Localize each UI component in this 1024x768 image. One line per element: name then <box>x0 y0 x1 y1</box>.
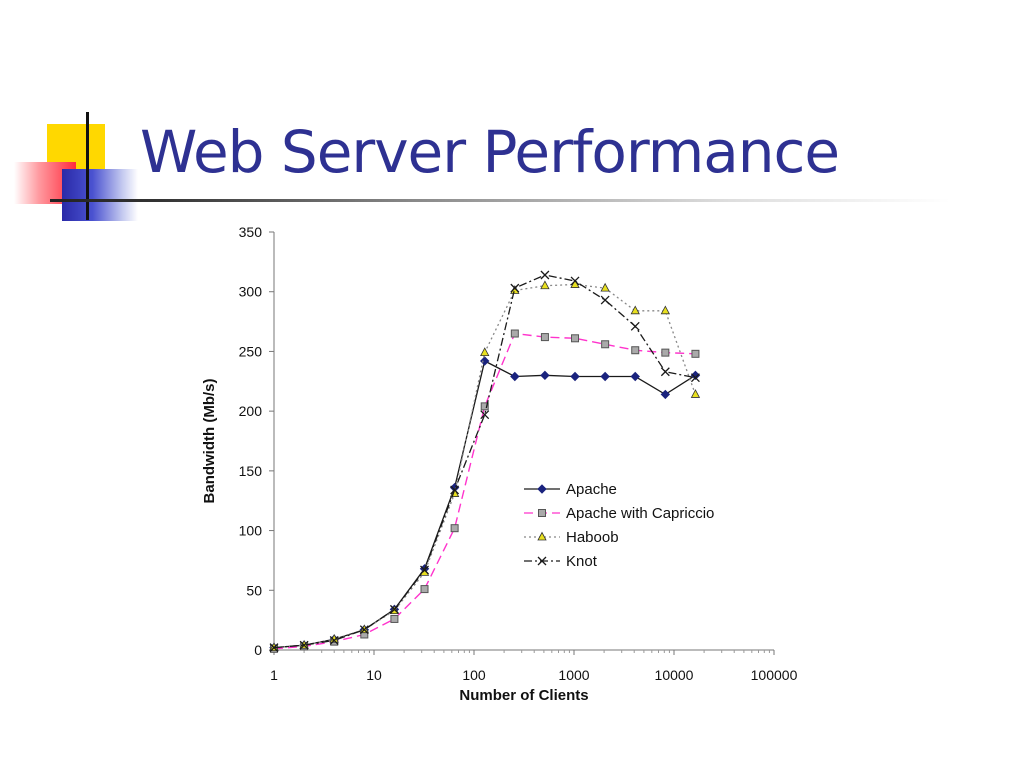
legend-entry: Haboob <box>524 529 619 546</box>
data-point <box>630 321 640 331</box>
data-point <box>420 565 429 575</box>
data-point <box>660 305 671 315</box>
legend-label: Haboob <box>566 529 619 546</box>
data-point <box>571 334 580 343</box>
data-point <box>661 348 670 357</box>
data-point <box>299 640 309 650</box>
data-point <box>269 643 279 653</box>
series-apache-with-capriccio <box>270 329 700 653</box>
data-point <box>450 524 459 533</box>
title-underline <box>50 199 950 202</box>
data-point <box>420 585 429 594</box>
legend-entry: Apache <box>524 481 617 498</box>
y-tick-label: 350 <box>239 224 263 240</box>
data-point <box>480 347 490 357</box>
data-point <box>630 371 640 382</box>
data-point <box>480 410 490 420</box>
x-tick-label: 1 <box>270 667 278 683</box>
data-point <box>600 371 610 382</box>
data-point <box>600 295 610 305</box>
bandwidth-chart: 0 50 100 150 200 250 300 350 1 10 100 1000 10000 1000… <box>201 224 798 704</box>
data-point <box>510 283 520 293</box>
data-point <box>389 604 399 614</box>
series-haboob <box>269 279 701 652</box>
x-tick-label: 100000 <box>751 667 798 683</box>
y-tick-label: 200 <box>239 403 263 419</box>
data-point <box>600 282 610 292</box>
y-tick-label: 250 <box>239 343 263 359</box>
legend-marker <box>537 556 547 566</box>
y-tick-label: 150 <box>239 463 263 479</box>
legend-label: Apache <box>566 481 617 498</box>
legend-label: Knot <box>566 553 598 570</box>
data-point <box>540 270 550 280</box>
data-point <box>660 389 671 400</box>
data-point <box>540 370 550 381</box>
series-line <box>273 274 696 649</box>
x-tick-label: 10000 <box>655 667 694 683</box>
y-tick-label: 300 <box>239 284 263 300</box>
y-axis-label: Bandwidth (Mb/s) <box>201 379 218 504</box>
y-tick-label: 100 <box>239 523 263 539</box>
decor-vertical-line <box>86 112 89 220</box>
data-point <box>359 625 369 635</box>
x-tick-label: 100 <box>462 667 486 683</box>
data-point <box>630 305 640 315</box>
series-knot <box>269 270 700 653</box>
page-title: Web Server Performance <box>140 118 840 186</box>
decor-blue-square <box>62 169 138 221</box>
data-point <box>690 370 701 381</box>
legend-entry: Knot <box>524 553 598 570</box>
data-point <box>570 371 580 382</box>
data-point <box>480 356 490 366</box>
x-axis-label: Number of Clients <box>459 687 588 704</box>
data-point <box>690 389 701 398</box>
data-point <box>660 367 670 377</box>
legend-label: Apache with Capriccio <box>566 505 714 522</box>
legend-marker <box>537 484 547 494</box>
x-tick-label: 1000 <box>558 667 589 683</box>
data-point <box>510 329 519 338</box>
legend-entry: Apache with Capriccio <box>524 505 714 522</box>
y-tick-label: 50 <box>246 582 262 598</box>
data-point <box>690 373 700 383</box>
data-point <box>390 614 399 623</box>
data-point <box>601 340 610 349</box>
data-point <box>329 635 339 645</box>
series-line <box>273 283 697 649</box>
data-point <box>631 346 640 355</box>
data-point <box>510 285 520 294</box>
data-point <box>480 402 489 411</box>
data-point <box>540 280 550 290</box>
legend-marker <box>538 509 546 517</box>
x-tick-label: 10 <box>366 667 382 683</box>
data-point <box>691 349 700 358</box>
series-line <box>273 332 696 650</box>
data-point <box>540 333 549 342</box>
legend-marker <box>537 531 547 541</box>
data-point <box>510 371 520 382</box>
data-point <box>570 276 580 286</box>
data-point <box>450 485 460 495</box>
y-tick-label: 0 <box>254 642 262 658</box>
